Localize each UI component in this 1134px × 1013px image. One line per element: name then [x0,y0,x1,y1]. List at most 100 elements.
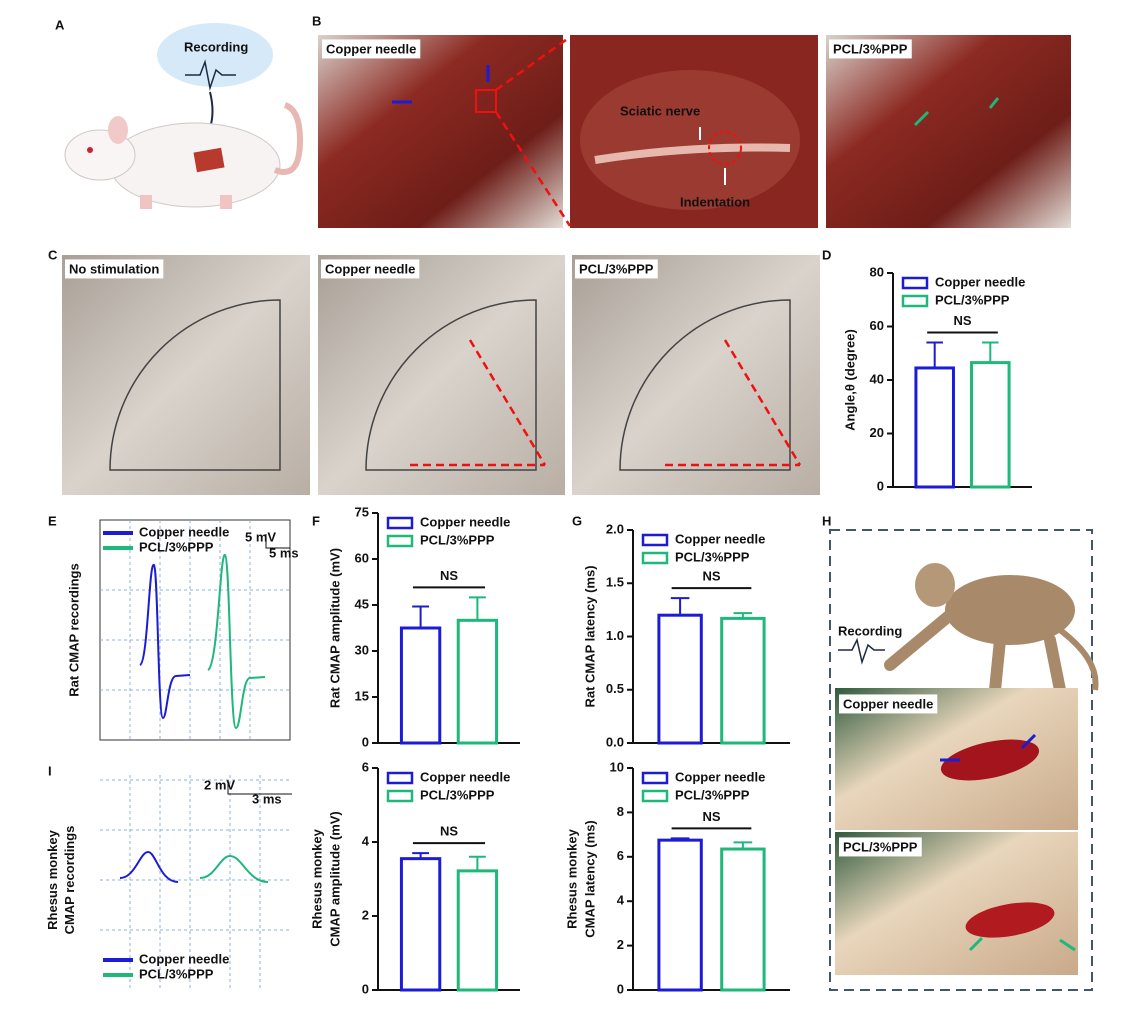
photo-label: No stimulation [69,261,159,276]
significance-label: NS [440,568,458,583]
recording-ylabel: CMAP recordings [62,826,77,935]
recording-ylabel: Rhesus monkey [45,829,60,929]
legend-swatch [386,771,414,785]
y-tick-label: 45 [355,596,369,611]
y-tick-label: 4 [617,893,625,908]
error-bar [412,852,430,859]
recording-boxes [99,519,292,990]
y-axis-label: Rhesus monkey [309,828,324,928]
annotation: Sciatic nerve [620,103,700,118]
significance-label: NS [702,809,720,824]
y-axis-label: Angle,θ (degree) [842,329,857,431]
y-tick-label: 60 [870,318,884,333]
y-tick-label: 8 [617,804,624,819]
bar [657,613,703,745]
label-box [65,259,164,279]
y-axis-label: Rat CMAP amplitude (mV) [327,548,342,708]
rat-illustration [64,23,304,209]
y-tick-label: 6 [617,848,624,863]
legend-label: Copper needle [675,769,765,784]
bar [720,847,766,992]
panel-letter: C [48,247,58,262]
panel-letter: F [312,513,320,528]
annotation: Recording [184,39,248,54]
legend-label: Copper needle [675,531,765,546]
legend-swatch [901,294,929,308]
error-bar [670,837,690,841]
legend-label: PCL/3%PPP [675,787,750,802]
bar [657,838,703,992]
panel-letter: E [48,513,57,528]
photo-label: Copper needle [843,696,933,711]
panel-letter: A [55,17,65,32]
error-bar [412,605,430,628]
error-bar [670,597,690,616]
panel-letter: B [312,13,321,28]
y-tick-label: 40 [870,371,884,386]
scale-label: 3 ms [252,791,282,806]
y-tick-label: 4 [362,833,370,848]
y-tick-label: 1.0 [606,628,624,643]
y-tick-label: 30 [355,642,369,657]
error-bar [926,341,943,368]
panel-letter: I [48,763,52,778]
legend-label: PCL/3%PPP [420,787,495,802]
error-bar [733,612,753,619]
photo-label: Copper needle [325,261,415,276]
label-box [839,837,922,857]
y-tick-label: 0 [877,478,884,493]
photo-label: PCL/3%PPP [843,839,918,854]
panel-letter: H [822,513,831,528]
error-bar [733,841,753,850]
y-tick-label: 0 [362,981,369,996]
label-box [839,694,938,714]
y-tick-label: 80 [870,264,884,279]
photo-label: Copper needle [326,41,416,56]
legend-label: PCL/3%PPP [935,292,1010,307]
legend-label: PCL/3%PPP [420,532,495,547]
legend-label: Copper needle [420,769,510,784]
bar [456,618,499,745]
label-box [321,259,420,279]
scale-label: 2 mV [204,777,235,792]
y-axis-label: CMAP amplitude (mV) [327,811,342,947]
y-tick-label: 0.5 [606,681,624,696]
y-axis-label: CMAP latency (ms) [582,820,597,938]
error-bar [468,596,486,621]
surgery-photos [318,35,1071,228]
bar [914,366,955,489]
photo-label: PCL/3%PPP [579,261,654,276]
legend-swatch [641,771,669,785]
legend-swatch [641,551,669,565]
legend-label: Copper needle [935,274,1025,289]
y-tick-label: 0.0 [606,734,624,749]
y-tick-label: 75 [355,504,369,519]
legend-swatch [386,789,414,803]
photo-label: PCL/3%PPP [833,41,908,56]
error-bar [982,341,999,363]
legend-label: Copper needle [139,524,229,539]
panel-letter: D [822,247,831,262]
protractor-photos [62,255,820,495]
panel-letter: G [572,513,582,528]
y-tick-label: 2 [362,907,369,922]
y-tick-label: 60 [355,550,369,565]
y-tick-label: 2.0 [606,521,624,536]
y-tick-label: 6 [362,759,369,774]
bar [399,626,442,745]
label-box [829,39,912,59]
annotation: Indentation [680,194,750,209]
label-box [575,259,658,279]
legend-swatch [901,276,929,290]
y-axis-label: Rat CMAP latency (ms) [582,565,597,707]
significance-label: NS [702,569,720,584]
bar [456,869,499,992]
bar [720,616,766,745]
y-axis-label: Rhesus monkey [564,828,579,928]
monkey-panel [829,529,1099,991]
legend-label: Copper needle [420,514,510,529]
y-tick-label: 0 [617,981,624,996]
bar [399,857,442,992]
error-bar [468,855,486,871]
legend-label: PCL/3%PPP [139,539,214,554]
